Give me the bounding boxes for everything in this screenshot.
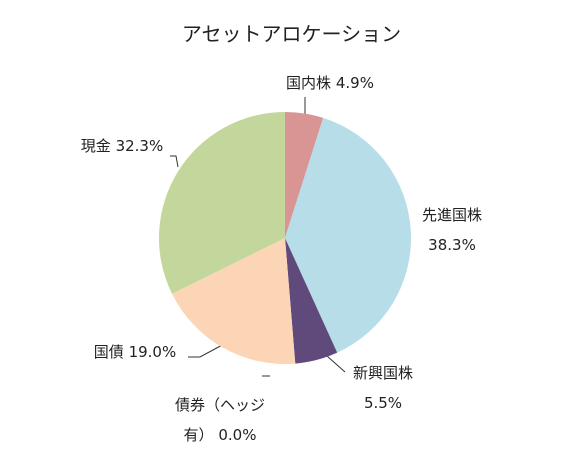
value-label: 38.3% [428, 236, 476, 254]
category-label: 先進国株 [421, 206, 482, 224]
category-label: 国債 [93, 343, 124, 361]
category-label: 現金 [80, 137, 111, 155]
slice-label: 先進国株 38.3% [412, 200, 492, 260]
value-label: 19.0% [128, 343, 177, 361]
category-label: 債券（ヘッジ有） [174, 396, 265, 444]
pie-slice [285, 117, 412, 353]
slice-label: 新興国株 5.5% [343, 358, 423, 418]
value-label: 5.5% [363, 394, 403, 412]
slice-label: 国債 19.0% [75, 337, 195, 367]
pie-slice [172, 238, 296, 364]
category-label: 国内株 [286, 74, 332, 92]
pie-slice [285, 238, 338, 364]
value-label: 0.0% [218, 426, 257, 444]
value-label: 32.3% [115, 137, 164, 155]
chart-title: アセットアロケーション [181, 22, 402, 46]
pie-slice [285, 112, 324, 238]
leader-line [326, 355, 346, 373]
leader-line [170, 155, 179, 168]
leader-lines [170, 97, 346, 377]
value-label: 4.9% [335, 74, 374, 92]
slice-label: 現金 32.3% [62, 131, 182, 161]
pie-slice [158, 112, 285, 294]
slice-label: 国内株 4.9% [260, 68, 400, 98]
category-label: 新興国株 [352, 364, 413, 382]
leader-line [188, 342, 227, 358]
slice-label: 債券（ヘッジ有） 0.0% [163, 390, 278, 450]
